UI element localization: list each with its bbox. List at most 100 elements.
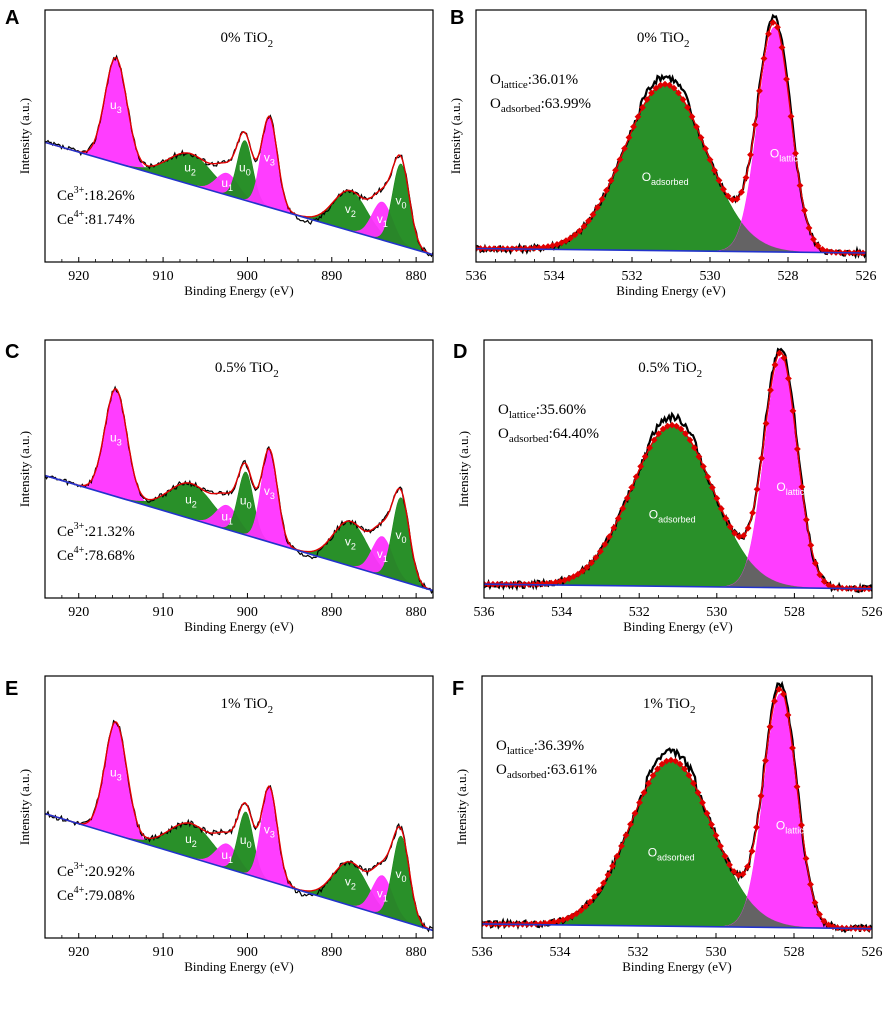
x-tick-label: 528 bbox=[784, 945, 805, 960]
peak-label-letter: v bbox=[345, 875, 351, 889]
fit-marker bbox=[816, 571, 824, 579]
x-tick-label: 536 bbox=[472, 945, 493, 960]
fit-envelope-line bbox=[45, 388, 433, 592]
annotation-subscript: adsorbed bbox=[509, 433, 549, 445]
fit-marker bbox=[641, 453, 649, 461]
fit-marker bbox=[622, 831, 630, 839]
fit-marker bbox=[713, 494, 721, 502]
fit-marker bbox=[681, 765, 688, 773]
x-tick-label: 528 bbox=[778, 269, 799, 284]
annotation-line: Olattice:35.60% bbox=[498, 402, 586, 421]
annotation-element: Ce bbox=[57, 212, 74, 228]
annotation-value: :35.60% bbox=[536, 402, 586, 418]
fit-marker bbox=[751, 121, 759, 129]
annotation-superscript: 4+ bbox=[74, 209, 85, 220]
peak-label-Oadsorbed: Oadsorbed bbox=[648, 845, 695, 862]
fit-marker bbox=[744, 863, 751, 871]
panel-letter: F bbox=[452, 678, 464, 700]
peak-label-subscript: 2 bbox=[192, 499, 197, 509]
x-tick-label: 530 bbox=[700, 269, 721, 284]
fit-marker bbox=[672, 757, 679, 765]
annotation-subscript: adsorbed bbox=[507, 769, 547, 781]
x-tick-label: 532 bbox=[629, 605, 650, 620]
annotation-value: :63.99% bbox=[541, 96, 591, 112]
x-tick-label: 532 bbox=[622, 269, 643, 284]
panel-letter: E bbox=[5, 678, 18, 700]
fit-marker bbox=[688, 113, 696, 121]
peak-label-letter: O bbox=[648, 845, 657, 859]
annotation-line: Oadsorbed:63.61% bbox=[496, 762, 597, 781]
peak-label-u0: u0 bbox=[239, 160, 251, 177]
x-tick-label: 532 bbox=[628, 945, 649, 960]
baseline-line bbox=[45, 812, 433, 932]
annotation-element: O bbox=[496, 762, 507, 778]
title-main: 1% TiO bbox=[220, 696, 267, 712]
x-tick-label: 890 bbox=[321, 605, 342, 620]
fit-marker bbox=[628, 484, 636, 491]
peak-label-subscript: adsorbed bbox=[658, 515, 696, 525]
x-tick-label: 528 bbox=[784, 605, 805, 620]
panel-letter: B bbox=[450, 7, 464, 29]
peak-label-u1: u1 bbox=[221, 176, 233, 193]
panel-title: 1% TiO2 bbox=[643, 696, 696, 716]
fit-marker bbox=[544, 243, 552, 250]
peak-label-letter: u bbox=[110, 98, 117, 112]
x-tick-label: 530 bbox=[706, 605, 727, 620]
peak-label-subscript: 0 bbox=[246, 167, 251, 177]
annotation-value: :78.68% bbox=[84, 548, 134, 564]
panel-letter: C bbox=[5, 341, 19, 363]
peak-label-v3: v3 bbox=[264, 822, 275, 839]
title-subscript: 2 bbox=[268, 38, 274, 50]
x-tick-label: 920 bbox=[68, 605, 89, 620]
fit-marker bbox=[623, 494, 631, 502]
fit-marker bbox=[694, 789, 702, 796]
peak-overlap-area bbox=[482, 897, 872, 929]
fit-marker bbox=[798, 483, 806, 491]
annotation-superscript: 3+ bbox=[74, 185, 85, 196]
peak-label-subscript: 2 bbox=[351, 882, 356, 892]
peak-label-letter: v bbox=[395, 867, 401, 881]
annotation-element: Ce bbox=[57, 524, 74, 540]
fit-marker bbox=[610, 524, 618, 532]
peak-label-subscript: lattice bbox=[785, 825, 809, 835]
x-tick-label: 920 bbox=[68, 945, 89, 960]
fit-marker bbox=[787, 113, 795, 120]
axis-frame bbox=[44, 339, 434, 599]
peak-label-v0: v0 bbox=[395, 194, 406, 211]
panel-title: 0.5% TiO2 bbox=[638, 360, 702, 380]
panel-B: 536 534 532 530 528 526 Binding Energy (eV) Int… bbox=[448, 7, 877, 298]
fit-marker bbox=[702, 145, 709, 153]
fit-marker bbox=[652, 84, 660, 92]
x-tick-label: 880 bbox=[406, 605, 427, 620]
title-main: 0% TiO bbox=[220, 30, 267, 46]
panel-title: 0% TiO2 bbox=[220, 30, 273, 50]
fit-marker bbox=[661, 80, 669, 88]
x-tick-label: 900 bbox=[237, 945, 258, 960]
peak-label-subscript: 2 bbox=[351, 542, 356, 552]
fit-marker bbox=[609, 862, 616, 870]
fit-marker bbox=[598, 195, 606, 203]
x-tick-label: 526 bbox=[856, 269, 877, 284]
fit-marker bbox=[601, 541, 609, 548]
fit-marker bbox=[607, 177, 615, 185]
peak-label-letter: u bbox=[240, 833, 247, 847]
x-tick-label: 920 bbox=[68, 269, 89, 284]
fit-marker bbox=[739, 870, 747, 878]
fit-marker bbox=[697, 134, 705, 141]
fit-marker bbox=[810, 235, 817, 243]
fit-markers bbox=[484, 349, 872, 593]
annotation-value: :79.08% bbox=[84, 888, 134, 904]
fit-marker bbox=[811, 899, 819, 907]
fit-markers bbox=[476, 19, 866, 257]
fit-marker bbox=[726, 861, 733, 869]
fit-marker bbox=[753, 823, 760, 831]
panel-F: 536 534 532 530 528 526 Binding Energy (eV) Int… bbox=[452, 675, 883, 974]
fit-marker bbox=[639, 104, 646, 111]
fit-marker bbox=[802, 516, 810, 524]
fit-marker bbox=[706, 156, 714, 164]
fit-marker bbox=[664, 422, 671, 430]
fit-marker bbox=[757, 792, 765, 800]
annotation-line: Olattice:36.39% bbox=[496, 738, 584, 757]
annotation-element: O bbox=[498, 426, 509, 442]
peak-label-letter: u bbox=[184, 160, 191, 174]
